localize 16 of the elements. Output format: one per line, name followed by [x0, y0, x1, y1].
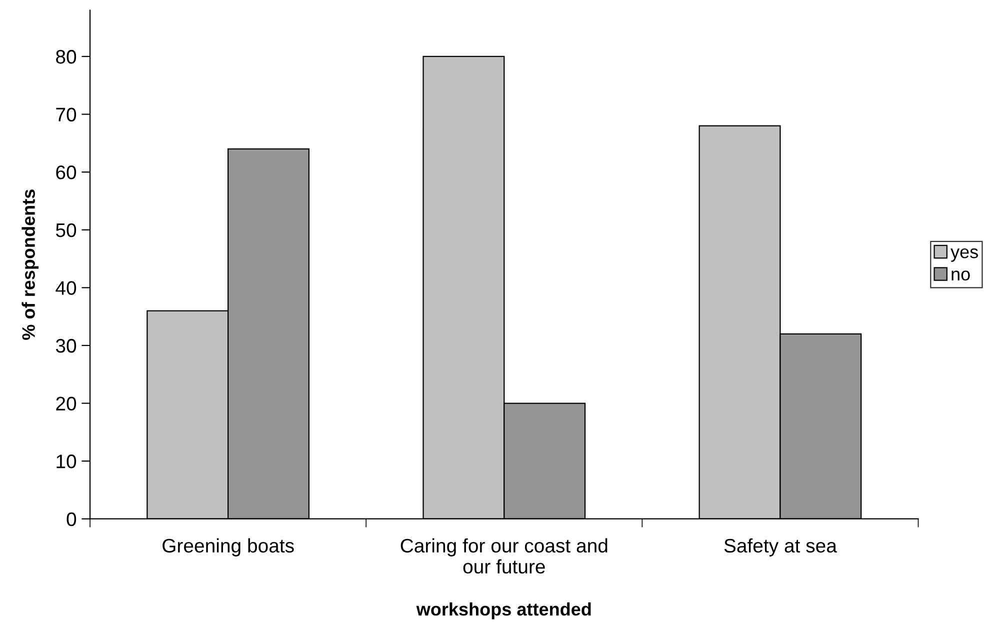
- y-tick-label: 70: [56, 108, 76, 122]
- x-tick-label: Safety at sea: [724, 538, 837, 556]
- x-tick-label: Caring for our coast and our future: [400, 538, 608, 574]
- y-tick-label: 80: [56, 50, 76, 64]
- y-tick-label: 30: [56, 338, 76, 353]
- y-tick-label: 50: [56, 223, 76, 238]
- legend-label: yes: [950, 248, 978, 262]
- legend-label: no: [952, 270, 970, 281]
- y-tick-label: 10: [56, 454, 76, 468]
- y-tick-label: 60: [56, 166, 76, 180]
- x-tick-label: Greening boats: [162, 538, 294, 556]
- y-axis-title: % of respondents: [22, 190, 39, 340]
- y-tick-label: 20: [56, 396, 76, 411]
- y-tick-label: 40: [56, 281, 76, 295]
- x-axis-title: workshops attended: [416, 602, 591, 620]
- y-tick-label: 0: [66, 512, 76, 526]
